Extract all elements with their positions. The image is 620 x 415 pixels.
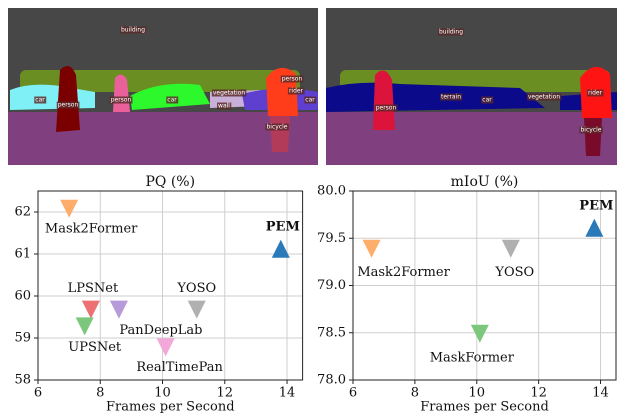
segment-label-box <box>265 123 289 131</box>
segment-label-box <box>481 96 494 104</box>
point <box>109 300 128 319</box>
point-label: PanDeepLab <box>119 323 202 338</box>
point-label: PEM <box>579 198 613 213</box>
segment-label-box <box>56 101 80 109</box>
point-label: LPSNet <box>68 281 119 296</box>
x-tick-label: 10 <box>154 386 171 401</box>
segment-label: building <box>121 27 145 34</box>
segment-label: car <box>305 97 315 104</box>
segment-label: vegetation <box>213 90 245 97</box>
point <box>470 324 489 343</box>
point <box>585 218 604 237</box>
x-tick-label: 8 <box>96 386 104 401</box>
segment-label-box <box>439 93 463 101</box>
y-tick-label: 60 <box>14 289 31 304</box>
x-tick-label: 6 <box>34 386 42 401</box>
segment-label-box <box>304 96 317 104</box>
point <box>271 239 290 258</box>
y-tick-label: 58 <box>14 373 31 388</box>
segment-label: bicycle <box>267 124 288 131</box>
segment-label: car <box>35 97 45 104</box>
segment-label: car <box>167 97 177 104</box>
segment-label-box <box>211 89 247 97</box>
x-axis-label: Frames per Second <box>420 400 549 415</box>
x-tick-label: 12 <box>530 386 547 401</box>
plot-frame <box>37 190 304 381</box>
segment-label-box <box>34 96 47 104</box>
x-tick-label: 10 <box>468 386 485 401</box>
y-tick-label: 79.0 <box>317 278 346 293</box>
point-label: RealTimePan <box>136 360 223 375</box>
segment-label: rider <box>588 90 603 97</box>
segment-label: building <box>439 29 463 36</box>
point <box>501 239 520 258</box>
x-tick-label: 6 <box>349 386 357 401</box>
chart-title: mIoU (%) <box>451 174 519 190</box>
segment-label-box <box>217 102 232 110</box>
point-label: Mask2Former <box>357 265 450 280</box>
x-tick-label: 8 <box>411 386 419 401</box>
segment-label: person <box>58 102 79 109</box>
y-tick-label: 79.5 <box>317 231 346 246</box>
y-tick-label: 62 <box>14 205 31 220</box>
segment-label: vegetation <box>528 94 560 101</box>
point <box>60 199 79 218</box>
point <box>75 317 94 336</box>
segment-label-box <box>119 26 147 34</box>
y-tick-label: 80.0 <box>317 184 346 199</box>
point <box>81 300 100 319</box>
point-label: YOSO <box>494 265 534 280</box>
segment-label: terrain <box>441 94 461 101</box>
point <box>362 239 381 258</box>
x-axis-label: Frames per Second <box>106 400 235 415</box>
y-tick-label: 78.0 <box>317 373 346 388</box>
segment-label: bicycle <box>581 127 602 134</box>
segment-label: person <box>111 97 132 104</box>
segment-label-box <box>166 96 179 104</box>
point-label: YOSO <box>176 281 216 296</box>
x-tick-label: 14 <box>279 386 296 401</box>
chart-title: PQ (%) <box>146 174 196 190</box>
point-label: Mask2Former <box>45 221 138 236</box>
segment-label: person <box>282 76 303 83</box>
segment-label: wall <box>218 103 230 110</box>
segment-label-box <box>109 96 133 104</box>
segmentation-left <box>8 8 318 165</box>
point <box>187 300 206 319</box>
y-tick-label: 61 <box>14 247 31 262</box>
point-label: PEM <box>266 219 300 234</box>
plot-frame <box>352 190 617 381</box>
x-tick-label: 12 <box>217 386 234 401</box>
point-label: MaskFormer <box>430 350 515 365</box>
segment-label-box <box>437 28 465 36</box>
segment-label: car <box>482 97 492 104</box>
segment-label-box <box>374 104 398 112</box>
point-label: UPSNet <box>68 340 122 355</box>
segment-label-box <box>586 89 604 97</box>
segment-label-box <box>579 126 603 134</box>
y-tick-label: 59 <box>14 331 31 346</box>
segment-label-box <box>280 75 304 83</box>
segment-label: person <box>376 105 397 112</box>
point <box>156 338 175 357</box>
segment-label: rider <box>289 88 304 95</box>
x-tick-label: 14 <box>592 386 609 401</box>
segmentation-right <box>326 8 617 165</box>
segment-label-box <box>287 87 305 95</box>
segment-label-box <box>526 93 562 101</box>
y-tick-label: 78.5 <box>317 325 346 340</box>
